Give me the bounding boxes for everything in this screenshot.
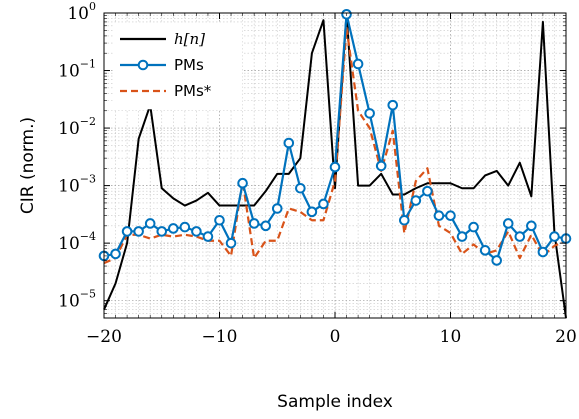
series-line-2 <box>103 26 567 265</box>
series-marker <box>502 218 514 229</box>
y-tick-label: 10−5 <box>58 288 96 312</box>
legend-label-0: h[n] <box>174 30 205 48</box>
series-marker <box>514 231 526 242</box>
series-marker <box>295 182 306 194</box>
series-marker <box>168 223 179 234</box>
series-marker <box>237 177 248 189</box>
legend-box <box>113 22 243 110</box>
series-marker <box>549 231 560 242</box>
series-marker <box>491 255 503 266</box>
series-marker <box>133 226 144 237</box>
series-marker <box>433 210 445 221</box>
series-marker <box>144 218 156 229</box>
series-marker <box>306 206 318 218</box>
series-marker <box>399 214 410 226</box>
series-marker <box>248 218 260 229</box>
y-axis-title: CIR (norm.) <box>18 117 38 214</box>
legend-label-2: PMs* <box>174 82 212 100</box>
series-marker <box>456 231 468 242</box>
series-marker <box>214 214 225 226</box>
series-line-0 <box>103 12 567 319</box>
series-marker <box>202 231 214 242</box>
x-axis-title: Sample index <box>277 392 393 412</box>
series-marker <box>352 58 364 70</box>
series-marker <box>364 108 375 119</box>
series-marker <box>318 198 329 210</box>
tick-marks <box>103 12 567 318</box>
series-marker <box>179 221 191 233</box>
x-tick-labels: −20 −10 0 10 20 <box>86 327 577 347</box>
series-marker <box>121 226 133 237</box>
x-tick-label: −20 <box>86 327 122 347</box>
series-marker <box>537 246 549 258</box>
series-marker <box>110 248 121 260</box>
y-tick-label: 10−2 <box>58 115 96 139</box>
x-tick-label: 20 <box>555 327 577 347</box>
legend-label-1: PMs <box>174 56 204 74</box>
x-tick-label: 10 <box>440 327 462 347</box>
series-marker <box>375 160 387 172</box>
series-marker <box>387 99 399 111</box>
y-tick-label: 10−3 <box>58 173 96 197</box>
y-tick-label: 10−1 <box>58 58 96 82</box>
series-marker <box>271 203 283 214</box>
x-tick-label: 0 <box>330 327 341 347</box>
series-layer <box>98 8 572 319</box>
series-marker <box>225 237 237 249</box>
y-tick-label: 10−4 <box>58 230 96 254</box>
series-marker <box>156 226 168 237</box>
series-marker <box>410 195 422 206</box>
series-marker <box>422 185 433 197</box>
series-marker <box>260 220 272 232</box>
series-marker <box>526 220 537 232</box>
series-marker <box>445 210 456 221</box>
legend-entries: h[n] PMs PMs* <box>120 30 212 100</box>
series-marker <box>283 137 295 149</box>
series-marker <box>329 161 341 173</box>
legend: h[n] PMs PMs* <box>113 22 243 110</box>
y-tick-labels: 10−5 10−4 10−3 10−2 10−1 100 <box>58 0 96 312</box>
series-marker <box>191 226 202 237</box>
y-tick-label: 100 <box>67 0 96 24</box>
series-marker <box>479 245 491 256</box>
legend-marker <box>137 59 149 71</box>
x-tick-label: −10 <box>202 327 238 347</box>
series-marker <box>468 221 479 233</box>
